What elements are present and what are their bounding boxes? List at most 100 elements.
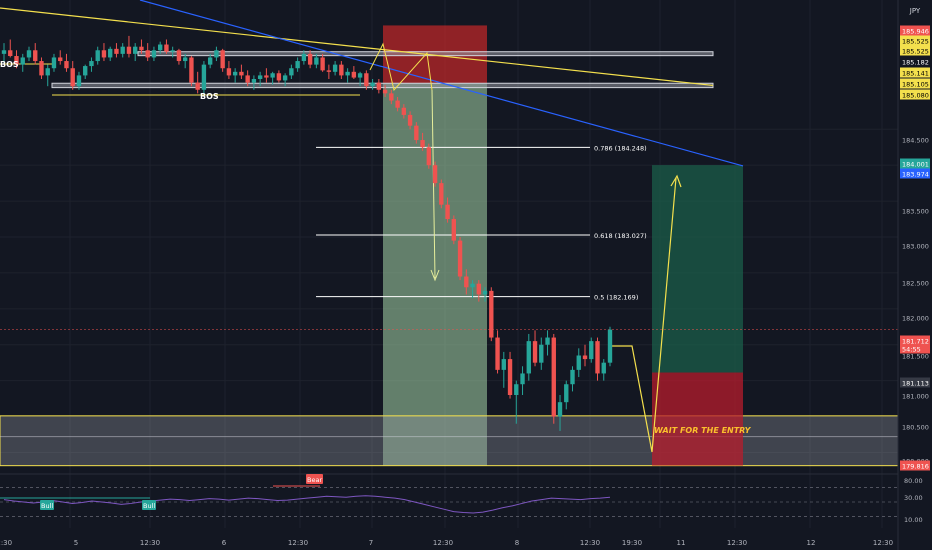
candle-body <box>489 290 494 338</box>
candle-body <box>339 64 344 76</box>
candle-body <box>83 66 88 76</box>
candle-body <box>601 362 606 374</box>
price-label-bg <box>900 56 930 67</box>
price-label-bg <box>900 45 930 56</box>
candle-body <box>164 44 169 52</box>
candle-body <box>33 50 38 62</box>
blue-trendline <box>139 0 744 167</box>
x-tick-label: 12:30 <box>873 539 893 547</box>
candle-body <box>389 93 394 101</box>
rsi-axis-label: 30.00 <box>904 494 923 502</box>
x-tick-label: 12:30 <box>140 539 160 547</box>
candle-body <box>432 165 438 184</box>
price-label: 185.141 <box>902 70 929 78</box>
candle-body <box>207 57 213 65</box>
candle-body <box>401 107 407 115</box>
candle-body <box>170 50 175 52</box>
candle-body <box>551 337 556 417</box>
candle-body <box>520 373 525 385</box>
price-label: 182.500 <box>902 280 929 288</box>
price-label: 182.000 <box>902 315 929 323</box>
fib-levels: 0.786 (184.248) 0.618 (183.027) 0.5 (182.1… <box>316 144 647 302</box>
candle-body <box>39 61 44 76</box>
down-arrow-head <box>430 269 440 282</box>
candle-body <box>582 355 588 360</box>
price-label: 183.000 <box>902 243 929 251</box>
candle-body <box>532 341 538 363</box>
candle-body <box>326 70 332 72</box>
bos-mid-label: BOS <box>200 92 219 101</box>
candle-body <box>445 204 450 220</box>
candle-body <box>414 125 419 141</box>
candle-body <box>457 240 463 277</box>
price-label: 185.525 <box>902 48 929 56</box>
candle-body <box>364 73 369 87</box>
price-label: 181.712 <box>902 338 929 346</box>
candle-body <box>451 219 457 241</box>
candle-body <box>470 283 475 288</box>
x-tick-label: 11 <box>677 539 686 547</box>
price-axis[interactable]: JPY 185.946 185.525 185.525 185.182 185.141 18… <box>897 0 932 550</box>
price-label: 181.000 <box>902 393 929 401</box>
price-label: 180.500 <box>902 424 929 432</box>
candle-body <box>607 329 613 363</box>
price-label-bg <box>900 377 930 388</box>
candle-body <box>76 75 82 87</box>
candle-body <box>114 48 119 54</box>
wait-entry-label: WAIT FOR THE ENTRY <box>654 426 752 435</box>
price-label-bg <box>900 343 930 354</box>
candle-body <box>495 337 500 370</box>
candle-body <box>501 359 506 370</box>
x-tick-label: 7 <box>369 539 373 547</box>
candles <box>1 35 613 431</box>
candle-body <box>257 75 263 79</box>
demand-band <box>0 415 899 467</box>
bear-label: Bear <box>307 476 322 484</box>
candle-body <box>276 73 282 81</box>
candle-body <box>151 50 157 58</box>
price-label: 185.946 <box>902 28 929 36</box>
candle-body <box>145 50 150 58</box>
price-label-bg <box>900 158 930 169</box>
price-label: 185.105 <box>902 81 929 89</box>
candle-body <box>557 402 563 417</box>
candle-body <box>264 75 269 78</box>
price-label: 54:55 <box>902 346 921 354</box>
price-label-bg <box>900 335 930 346</box>
candle-body <box>589 341 594 360</box>
candle-body <box>295 61 300 69</box>
zigzag-path <box>369 42 433 92</box>
candle-body <box>20 57 25 65</box>
x-axis: 12:30 5 12:30 6 12:30 7 12:30 8 12:30 19:30 11 12:3… <box>0 539 893 547</box>
bull-badge <box>142 500 156 510</box>
candle-body <box>539 344 544 363</box>
price-label-bg <box>900 35 930 46</box>
x-tick-label: 12 <box>807 539 816 547</box>
projection-path <box>610 177 677 453</box>
price-label-bg <box>900 67 930 78</box>
candle-body <box>64 61 69 69</box>
candle-body <box>595 341 600 374</box>
rsi-axis-label: 80.00 <box>904 477 923 485</box>
price-label: 184.001 <box>902 161 929 169</box>
candle-body <box>314 57 319 65</box>
candle-body <box>545 337 550 345</box>
price-label: 183.974 <box>902 171 929 179</box>
candle-body <box>157 44 163 51</box>
candle-body <box>576 355 581 370</box>
x-tick-label: 12:30 <box>288 539 308 547</box>
candle-body <box>214 50 219 58</box>
candle-body <box>201 64 207 90</box>
candle-body <box>58 57 63 62</box>
x-tick-label: 19:30 <box>622 539 642 547</box>
candle-body <box>126 46 132 54</box>
annotations: BOS BOS WAIT FOR THE ENTRY <box>0 60 752 435</box>
candle-body <box>251 79 257 83</box>
x-tick-label: 12:30 <box>433 539 453 547</box>
candle-body <box>345 71 350 76</box>
bear-badge <box>306 474 323 484</box>
candle-body <box>282 75 288 81</box>
price-label: 183.500 <box>902 208 929 216</box>
price-label: 185.525 <box>902 38 929 46</box>
